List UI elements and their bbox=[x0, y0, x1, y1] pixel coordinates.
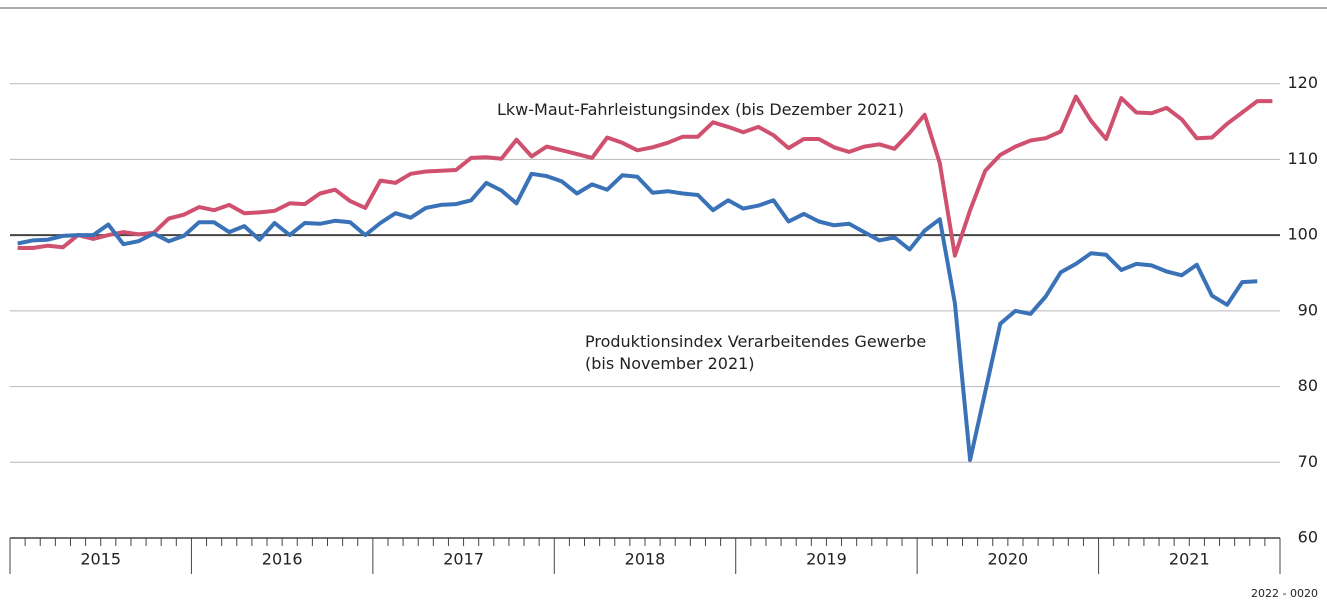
series-line bbox=[17, 171, 1258, 462]
series-label: Produktionsindex Verarbeitendes Gewerbe … bbox=[585, 332, 927, 373]
source-code: 2022 - 0020 bbox=[1251, 587, 1318, 600]
x-tick-label: 2021 bbox=[1169, 550, 1210, 569]
series-line bbox=[17, 94, 1273, 258]
y-tick-label: 90 bbox=[1298, 300, 1318, 319]
x-tick-label: 2019 bbox=[806, 550, 847, 569]
x-tick-label: 2020 bbox=[987, 550, 1028, 569]
x-tick-label: 2018 bbox=[625, 550, 666, 569]
series-label: Lkw-Maut-Fahrleistungsindex (bis Dezembe… bbox=[497, 100, 904, 119]
y-tick-label: 70 bbox=[1298, 452, 1318, 471]
y-tick-label: 110 bbox=[1287, 149, 1318, 168]
y-tick-label: 80 bbox=[1298, 376, 1318, 395]
x-tick-label: 2015 bbox=[80, 550, 121, 569]
y-tick-label: 60 bbox=[1298, 528, 1318, 547]
y-tick-label: 120 bbox=[1287, 73, 1318, 92]
x-tick-label: 2016 bbox=[262, 550, 303, 569]
x-tick-label: 2017 bbox=[443, 550, 484, 569]
y-tick-label: 100 bbox=[1287, 225, 1318, 244]
